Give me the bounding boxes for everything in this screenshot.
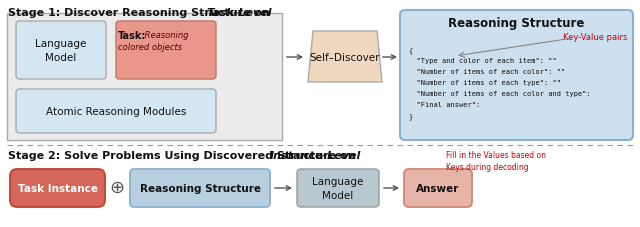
Text: {: {: [408, 47, 412, 54]
Text: Reasoning Structure: Reasoning Structure: [140, 183, 260, 193]
Text: Atomic Reasoning Modules: Atomic Reasoning Modules: [46, 106, 186, 116]
Bar: [7, 14, 282, 140]
Text: ⊕: ⊕: [109, 178, 125, 196]
Text: "Final answer":: "Final answer":: [408, 101, 480, 108]
Text: colored objects: colored objects: [118, 43, 182, 52]
FancyBboxPatch shape: [400, 11, 633, 140]
Text: Answer: Answer: [416, 183, 460, 193]
Polygon shape: [308, 32, 382, 83]
Text: Key-Value pairs: Key-Value pairs: [563, 33, 627, 42]
Text: Fill in the Values based on
Keys during decoding: Fill in the Values based on Keys during …: [446, 150, 546, 171]
FancyBboxPatch shape: [116, 22, 216, 80]
FancyBboxPatch shape: [404, 169, 472, 207]
Text: }: }: [408, 113, 412, 119]
FancyBboxPatch shape: [10, 169, 105, 207]
FancyBboxPatch shape: [130, 169, 270, 207]
FancyBboxPatch shape: [297, 169, 379, 207]
Text: "Number of items of each type": "": "Number of items of each type": "": [408, 80, 561, 86]
Text: Task Instance: Task Instance: [17, 183, 97, 193]
Text: Language
Model: Language Model: [35, 39, 86, 62]
Text: Language
Model: Language Model: [312, 177, 364, 200]
Text: Stage 2: Solve Problems Using Discovered Structure on: Stage 2: Solve Problems Using Discovered…: [8, 150, 360, 160]
FancyBboxPatch shape: [16, 22, 106, 80]
Text: Self–Discover: Self–Discover: [310, 53, 380, 63]
Text: Task:: Task:: [118, 31, 147, 41]
Text: "Type and color of each item": "": "Type and color of each item": "": [408, 58, 557, 64]
Text: Task-Level: Task-Level: [207, 8, 273, 18]
Text: Reasoning Structure: Reasoning Structure: [448, 17, 585, 30]
Text: "Number of items of each color and type":: "Number of items of each color and type"…: [408, 91, 591, 96]
Text: Reasoning: Reasoning: [142, 31, 189, 40]
Text: Stage 1: Discover Reasoning Structure on: Stage 1: Discover Reasoning Structure on: [8, 8, 274, 18]
FancyBboxPatch shape: [16, 90, 216, 133]
Text: Instance-Level: Instance-Level: [270, 150, 361, 160]
Text: "Number of items of each color": "": "Number of items of each color": "": [408, 69, 565, 75]
